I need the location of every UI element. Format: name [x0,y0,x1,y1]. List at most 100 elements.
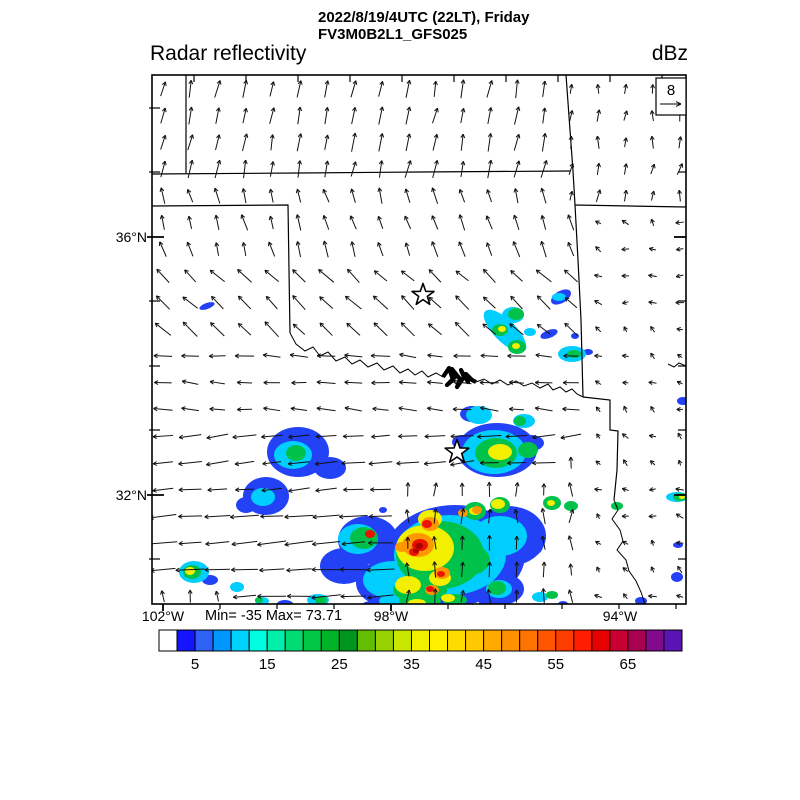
wind-arrow [154,380,172,385]
wind-arrow [594,300,603,306]
wind-arrow [236,380,253,385]
colorbar-cell [320,629,340,652]
wind-arrow [259,567,285,573]
wind-arrow [513,509,519,524]
reflectivity-blob [251,488,275,506]
wind-arrow [257,540,287,547]
colorbar-cell [555,629,575,652]
wind-arrow [596,433,601,439]
wind-arrow [312,540,341,547]
wind-arrow [621,433,629,439]
wind-reference-legend: 8 [655,77,687,116]
wind-arrow [296,133,303,152]
wind-arrow [232,434,257,440]
wind-arrow [158,241,167,257]
wind-arrow [215,134,221,151]
wind-arrow [487,159,493,179]
wind-arrow [205,541,230,547]
wind-arrow [595,135,601,149]
wind-arrow [368,540,393,546]
wind-arrow [372,295,389,310]
wind-arrow [263,380,280,386]
wind-arrow [648,593,657,599]
wind-arrow [286,567,312,573]
wind-arrow [405,482,411,497]
wind-arrow [156,268,170,283]
colorbar-cell [374,629,394,652]
state-border-line [574,204,686,208]
wind-arrow [564,296,578,309]
wind-arrow [187,215,193,230]
wind-arrow [677,432,682,440]
wind-arrow [450,460,475,467]
wind-arrow [399,352,417,359]
wind-arrow [284,540,314,547]
wind-arrow [514,589,520,603]
wind-arrow [594,353,602,359]
wind-arrow [487,133,493,152]
wind-arrow [288,434,310,440]
wind-arrow [350,188,356,203]
wind-arrow [229,514,259,520]
wind-arrow [482,268,496,283]
wind-arrow [596,566,601,573]
wind-arrow [339,514,368,520]
wind-arrow [458,188,466,203]
reflectivity-blob [518,442,538,458]
wind-arrow [344,295,362,310]
wind-arrow [432,107,439,124]
wind-arrow [368,461,393,466]
reflectivity-blob [395,542,409,552]
state-borders-and-rivers [152,75,686,604]
wind-arrow [159,187,166,204]
wind-arrow [231,567,258,573]
wind-arrow [427,323,442,336]
wind-arrow [242,79,249,98]
wind-arrow [650,352,655,360]
wind-arrow [567,589,574,603]
wind-arrow [242,107,248,124]
wind-arrow [316,406,336,412]
colorbar-tick-label: 65 [620,656,637,673]
wind-arrow [423,461,446,466]
wind-arrow [568,563,574,576]
wind-arrow [480,353,498,359]
wind-arrow [322,240,329,258]
wind-arrow [595,460,601,466]
wind-arrow [540,160,548,178]
wind-arrow [322,215,330,230]
colorbar-cell [573,629,593,652]
wind-arrow [187,589,193,603]
colorbar-cell [645,629,665,652]
wind-arrow [535,352,552,358]
wind-arrow [534,380,553,386]
wind-arrow [186,189,194,203]
wind-arrow [289,352,309,358]
wind-arrow [350,80,358,98]
wind-arrow [675,273,684,279]
wind-arrow [315,487,337,493]
wind-arrow [373,322,388,337]
wind-arrow [480,405,499,412]
wind-arrow [296,80,303,98]
wind-arrow [268,188,274,203]
wind-arrow [160,81,167,97]
wind-arrow [513,160,521,178]
wind-arrow [648,246,657,252]
state-border-line [152,204,291,334]
wind-arrow [378,133,385,152]
wind-arrow [267,241,276,257]
wind-arrow [366,567,395,573]
wind-arrow [315,434,337,439]
wind-arrow [292,269,306,283]
wind-arrow [541,107,547,124]
wind-arrow [460,590,466,603]
wind-arrow [378,80,385,97]
wind-arrow [206,433,229,440]
wind-arrow [269,107,276,124]
wind-arrow [621,487,629,492]
wind-arrow [262,461,282,466]
wind-arrow [676,594,684,599]
wind-arrow [650,406,655,413]
